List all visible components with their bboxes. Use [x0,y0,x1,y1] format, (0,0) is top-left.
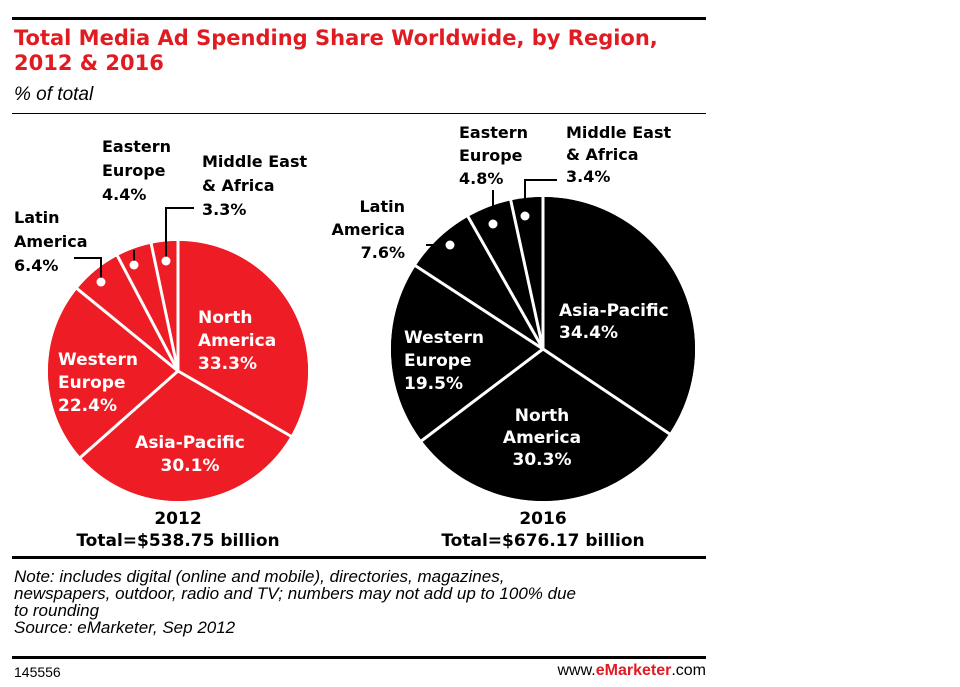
label-line: & Africa [566,145,639,164]
source-line: Source: eMarketer, Sep 2012 [14,618,236,637]
pie-2016-slice-eastern-europe [468,200,543,349]
label-line: Middle East [202,152,307,171]
label-line: 3.3% [202,200,246,219]
pie-2012-leader-dot-latin-america [96,277,106,287]
pie-2012-label-middle-east-africa: Middle East & Africa 3.3% [202,152,307,219]
label-line: 22.4% [58,396,117,416]
label-line: America [14,232,88,251]
pie-2016-label-latin-america: Latin America 7.6% [331,197,405,262]
pie-2012-label-latin-america: Latin America 6.4% [14,208,88,275]
label-line: Latin [14,208,60,227]
label-line: Western [58,350,138,370]
pie-2012-leader-dot-middle-east-africa [161,256,171,266]
label-line: America [198,331,276,351]
pie-2016-slice-latin-america [415,216,543,349]
pie-2016-slice-asia-pacific [543,197,696,434]
subtitle-rule [12,113,706,114]
pie-2016-separator [414,264,544,351]
label-line: America [503,428,581,448]
label-line: North [198,308,253,328]
label-line: 6.4% [14,256,58,275]
pie-2012-separator [78,369,179,459]
pie-2016-slice-north-america [421,349,670,502]
label-line: 34.4% [559,323,618,343]
top-rule [12,17,706,20]
pie-2012-leader-middle-east-africa [165,207,194,261]
label-line: 33.3% [198,354,257,374]
pie-2012-separator [75,287,179,373]
pie-2012-label-north-america: North America 33.3% [198,308,276,374]
chart-figure: Total Media Ad Spending Share Worldwide,… [12,0,706,687]
pie-2016-leader-dot-eastern-europe [488,219,498,229]
pie-2012-year-label: 2012 [154,509,201,529]
label-line: Asia-Pacific [135,433,245,453]
label-line: North [515,406,570,426]
chart-id: 145556 [14,664,61,680]
site-suffix: .com [671,662,706,679]
label-line: Latin [359,197,405,216]
pie-2016-leader-dot-latin-america [445,240,455,250]
label-line: Eastern [459,123,528,142]
label-line: Europe [404,351,471,371]
label-line: 30.1% [161,456,220,476]
note-line: to rounding [14,601,100,620]
pie-2016-label-north-america: North America 30.3% [503,406,581,470]
pie-2012-separator [149,242,180,372]
pie-2016-leader-middle-east-africa [524,179,557,216]
chart-subtitle: % of total [14,84,94,105]
chart-note: Note: includes digital (online and mobil… [14,568,704,636]
pie-2016-separator [420,347,544,443]
label-line: 4.4% [102,185,146,204]
label-line: America [331,220,405,239]
pie-2012-label-western-europe: Western Europe 22.4% [58,350,138,416]
label-line: Europe [102,161,166,180]
pie-2012-slice-north-america [178,241,308,436]
pie-2016-separator [466,215,545,350]
site-brand: eMarketer [595,662,672,679]
pie-2012-leader-latin-america [74,257,102,282]
pie-2016-label-eastern-europe: Eastern Europe 4.8% [459,123,528,188]
label-line: 4.8% [459,169,503,188]
label-line: Europe [58,373,125,393]
pie-2012-leader-dot-eastern-europe [129,260,139,270]
pie-2016-label-asia-pacific: Asia-Pacific 34.4% [559,301,669,343]
label-line: Eastern [102,137,171,156]
note-line: Note: includes digital (online and mobil… [14,567,505,586]
site-link[interactable]: www.eMarketer.com [557,662,706,680]
label-line: 19.5% [404,374,463,394]
pie-2016-label-western-europe: Western Europe 19.5% [404,328,484,394]
pie-2016-separator [509,199,545,350]
label-line: Middle East [566,123,671,142]
pie-charts: North America 33.3%Asia-Pacific 30.1%Wester… [14,123,696,551]
label-line: Europe [459,146,523,165]
pie-2016-year-label: 2016 [519,509,566,529]
pie-2012-separator [115,254,180,372]
chart-title: Total Media Ad Spending Share Worldwide,… [14,26,658,75]
pie-2012-slice-western-europe [48,288,178,458]
label-line: Asia-Pacific [559,301,669,321]
label-line: 7.6% [361,243,405,262]
pie-2016-separator [542,347,671,436]
pie-2012-total-label: Total=$538.75 billion [76,531,279,551]
pie-2012-label-asia-pacific: Asia-Pacific 30.1% [135,433,245,476]
label-line: 30.3% [513,450,572,470]
pie-2012-label-eastern-europe: Eastern Europe 4.4% [102,137,171,204]
pie-2012-slice-asia-pacific [80,371,291,501]
pie-2016-leader-dot-middle-east-africa [520,211,530,221]
pie-2016-total-label: Total=$676.17 billion [441,531,644,551]
pie-2016-label-middle-east-africa: Middle East & Africa 3.4% [566,123,671,186]
label-line: 3.4% [566,167,610,186]
footer-rule [12,656,706,659]
site-prefix: www. [557,662,596,679]
pie-2012-separator [177,369,293,438]
note-rule [12,556,706,559]
note-line: newspapers, outdoor, radio and TV; numbe… [14,584,576,603]
pie-2016-slice-western-europe [391,265,543,441]
label-line: & Africa [202,176,275,195]
label-line: Western [404,328,484,348]
